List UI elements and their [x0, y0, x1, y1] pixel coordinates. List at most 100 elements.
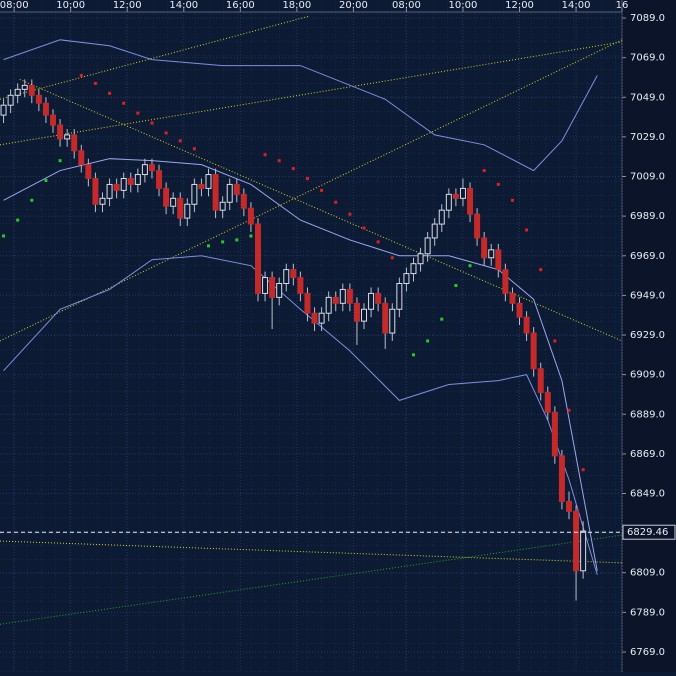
sar-dot: [510, 198, 514, 202]
y-tick-label: 6909.0: [630, 370, 665, 381]
candle-body: [325, 296, 332, 314]
sar-dot: [376, 240, 380, 244]
candle-body: [64, 134, 71, 140]
candle-body: [99, 197, 106, 205]
band-line: [3, 255, 598, 575]
sar-dot: [249, 234, 253, 238]
candle-body: [134, 174, 141, 185]
y-tick-label: 6989.0: [630, 211, 665, 222]
candle-body: [558, 455, 565, 502]
candle-body: [71, 134, 78, 152]
sar-dot: [58, 159, 62, 163]
x-tick-label: 12:00: [505, 0, 534, 11]
candle-body: [254, 223, 261, 294]
candle-body: [417, 253, 424, 265]
sar-dot: [263, 153, 267, 157]
y-tick-label: 7069.0: [630, 53, 665, 64]
x-tick-label: 18:00: [282, 0, 311, 11]
sar-dot: [207, 244, 211, 248]
x-tick-label: 16: [616, 0, 629, 11]
candle-body: [113, 183, 120, 191]
axis-background: [622, 0, 676, 672]
sar-dot: [291, 167, 295, 171]
candle-body: [495, 249, 502, 271]
sar-dot: [426, 339, 430, 343]
sar-dot: [567, 408, 571, 412]
x-tick-label: 10:00: [56, 0, 85, 11]
sar-dot: [277, 159, 281, 163]
candle-body: [551, 411, 558, 457]
candle-body: [488, 249, 495, 259]
candle-body: [537, 368, 544, 393]
candle-body: [156, 170, 163, 189]
candle-body: [346, 288, 353, 304]
candle-body: [389, 308, 396, 334]
y-tick-label: 6949.0: [630, 290, 665, 301]
candle-body: [21, 84, 28, 90]
sar-dot: [79, 73, 83, 77]
sar-dot: [93, 81, 97, 85]
candle-body: [573, 510, 580, 572]
y-tick-label: 6889.0: [630, 409, 665, 420]
candle-body: [177, 197, 184, 219]
candle-body: [410, 263, 417, 275]
candle-body: [396, 283, 403, 310]
candle-body: [233, 183, 240, 195]
candle-body: [361, 308, 368, 322]
sar-dot: [44, 178, 48, 182]
candle-body: [530, 332, 537, 370]
candle-body: [35, 94, 42, 104]
candle-body: [523, 316, 530, 334]
sar-dot: [553, 339, 557, 343]
y-tick-label: 6849.0: [630, 489, 665, 500]
current-price-label: 6829.46: [627, 527, 668, 538]
candle-body: [509, 292, 516, 304]
sar-dot: [525, 228, 529, 232]
candle-body: [467, 187, 474, 215]
candle-body: [57, 124, 64, 140]
x-tick-label: 16:00: [226, 0, 255, 11]
candle-body: [276, 283, 283, 298]
sar-dot: [320, 188, 324, 192]
candle-body: [7, 94, 14, 106]
candle-body: [212, 174, 219, 211]
candle-body: [50, 114, 57, 126]
candle-body: [544, 391, 551, 413]
sar-dot: [235, 238, 239, 242]
candle-body: [283, 269, 290, 285]
candle-body: [170, 197, 177, 207]
sar-dot: [164, 131, 168, 135]
candle-body: [262, 277, 269, 294]
band-line: [3, 158, 598, 571]
candle-body: [452, 193, 459, 199]
candle-body: [0, 104, 7, 116]
sar-dot: [178, 139, 182, 143]
x-tick-label: 12:00: [113, 0, 142, 11]
candle-body: [85, 164, 92, 180]
candle-body: [28, 84, 35, 96]
y-tick-label: 6789.0: [630, 607, 665, 618]
x-tick-label: 20:00: [339, 0, 368, 11]
candle-body: [438, 209, 445, 225]
candle-body: [339, 288, 346, 304]
sar-dot: [30, 198, 34, 202]
candle-body: [304, 292, 311, 314]
sar-dot: [348, 212, 352, 216]
x-tick-label: 14:00: [562, 0, 591, 11]
sar-dot: [16, 218, 20, 222]
candle-body: [481, 237, 488, 259]
candle-body: [240, 193, 247, 209]
candle-body: [127, 178, 134, 185]
sar-dot: [192, 147, 196, 151]
sar-dot: [108, 91, 112, 95]
y-tick-label: 6969.0: [630, 251, 665, 262]
sar-dot: [539, 268, 543, 272]
candle-body: [226, 183, 233, 203]
sar-dot: [390, 256, 394, 260]
y-tick-label: 6769.0: [630, 647, 665, 658]
sar-dot: [440, 317, 444, 321]
sar-dot: [468, 264, 472, 268]
candle-body: [297, 277, 304, 294]
candle-body: [382, 302, 389, 334]
